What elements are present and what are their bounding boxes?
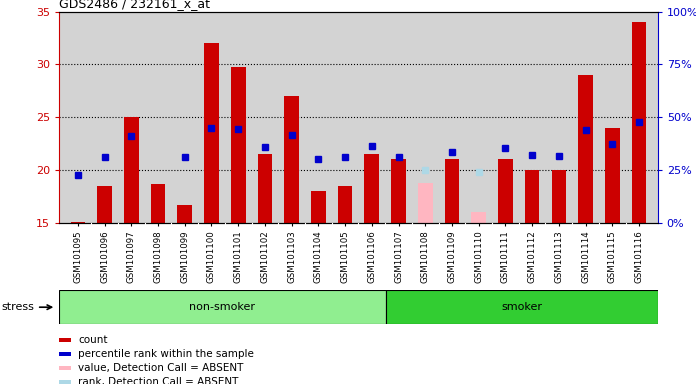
- Bar: [150, 184, 166, 223]
- Text: GSM101104: GSM101104: [314, 230, 323, 283]
- Bar: [311, 191, 326, 223]
- Bar: [386, 290, 658, 324]
- Bar: [97, 186, 112, 223]
- Bar: [59, 366, 71, 370]
- Text: GSM101099: GSM101099: [180, 230, 189, 283]
- Text: GSM101110: GSM101110: [474, 230, 483, 283]
- Bar: [124, 117, 139, 223]
- Bar: [365, 154, 379, 223]
- Text: GSM101112: GSM101112: [528, 230, 537, 283]
- Text: GDS2486 / 232161_x_at: GDS2486 / 232161_x_at: [59, 0, 210, 10]
- Text: non-smoker: non-smoker: [189, 302, 255, 312]
- Bar: [231, 68, 246, 223]
- Text: GSM101109: GSM101109: [448, 230, 457, 283]
- Text: GSM101113: GSM101113: [554, 230, 563, 283]
- Bar: [204, 43, 219, 223]
- Text: GSM101098: GSM101098: [154, 230, 163, 283]
- Text: GSM101096: GSM101096: [100, 230, 109, 283]
- Bar: [418, 182, 433, 223]
- Bar: [177, 205, 192, 223]
- Bar: [284, 96, 299, 223]
- Bar: [632, 22, 647, 223]
- Text: value, Detection Call = ABSENT: value, Detection Call = ABSENT: [79, 363, 244, 373]
- Text: GSM101103: GSM101103: [287, 230, 296, 283]
- Bar: [445, 159, 459, 223]
- Text: GSM101100: GSM101100: [207, 230, 216, 283]
- Text: count: count: [79, 335, 108, 345]
- Text: GSM101108: GSM101108: [421, 230, 429, 283]
- Text: percentile rank within the sample: percentile rank within the sample: [79, 349, 254, 359]
- Text: GSM101102: GSM101102: [260, 230, 269, 283]
- Bar: [70, 222, 85, 223]
- Text: GSM101107: GSM101107: [394, 230, 403, 283]
- Text: GSM101116: GSM101116: [635, 230, 644, 283]
- Bar: [605, 127, 619, 223]
- Bar: [59, 338, 71, 342]
- Bar: [59, 380, 71, 384]
- Text: GSM101097: GSM101097: [127, 230, 136, 283]
- Bar: [338, 186, 352, 223]
- Text: GSM101114: GSM101114: [581, 230, 590, 283]
- Bar: [498, 159, 513, 223]
- Text: GSM101106: GSM101106: [367, 230, 377, 283]
- Text: GSM101115: GSM101115: [608, 230, 617, 283]
- Text: GSM101111: GSM101111: [501, 230, 510, 283]
- Text: GSM101101: GSM101101: [234, 230, 243, 283]
- Text: GSM101095: GSM101095: [73, 230, 82, 283]
- Text: GSM101105: GSM101105: [340, 230, 349, 283]
- Bar: [59, 352, 71, 356]
- Bar: [578, 75, 593, 223]
- Bar: [471, 212, 486, 223]
- Bar: [59, 290, 386, 324]
- Bar: [258, 154, 272, 223]
- Text: smoker: smoker: [501, 302, 542, 312]
- Text: rank, Detection Call = ABSENT: rank, Detection Call = ABSENT: [79, 377, 239, 384]
- Bar: [525, 170, 539, 223]
- Bar: [551, 170, 567, 223]
- Text: stress: stress: [1, 302, 52, 312]
- Bar: [391, 159, 406, 223]
